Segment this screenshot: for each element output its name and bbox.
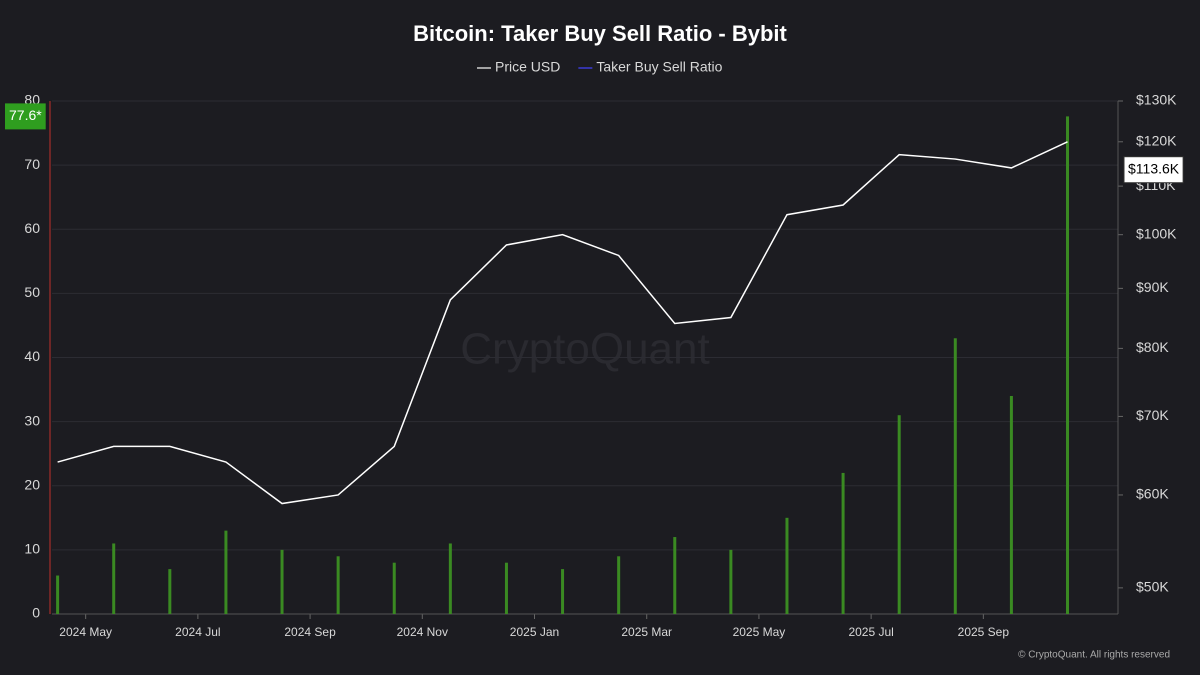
x-tick-label: 2024 Sep [284,625,336,639]
y-tick-label: 0 [32,605,40,621]
value-badge: 77.6* [5,103,46,130]
y-tick-label: 70 [24,156,40,172]
bar [504,562,508,614]
x-tick-label: 2024 May [59,625,112,639]
value-badge: $113.6K [1123,156,1184,184]
bar [280,549,284,614]
chart-title: Bitcoin: Taker Buy Sell Ratio - Bybit [413,21,787,46]
y-tick-label: 10 [24,541,40,557]
bar [897,415,901,614]
x-tick-label: 2025 Jan [510,625,559,639]
bar [224,530,228,614]
x-tick-label: 2024 Nov [397,625,448,639]
bar [336,556,340,614]
footer: © CryptoQuant. All rights reserved [1018,650,1170,661]
bar [168,569,172,614]
x-tick-label: 2024 Jul [175,625,220,639]
legend-label: Price USD [495,59,560,75]
badge-box [1123,156,1184,184]
y2-tick-label: $130K [1136,92,1177,108]
badge-label: 77.6* [9,107,42,123]
y-tick-label: 20 [24,476,40,492]
x-tick-label: 2025 Jul [848,625,893,639]
bar [729,549,733,614]
bar [112,543,116,614]
x-tick-label: 2025 Mar [621,625,672,639]
y2-tick-label: $60K [1136,486,1169,502]
x-tick-label: 2025 May [733,625,786,639]
x-tick-label: 2025 Sep [958,625,1010,639]
bar [448,543,452,614]
bar [617,556,621,614]
y2-tick-label: $90K [1136,279,1169,295]
y-tick-label: 30 [24,412,40,428]
y2-tick-label: $50K [1136,579,1169,595]
bar [953,338,957,614]
bar [841,472,845,614]
y-tick-label: 40 [24,348,40,364]
bar [56,575,60,614]
y2-tick-label: $120K [1136,132,1177,148]
price-line [57,141,1068,505]
bar [392,562,396,614]
bar [673,537,677,614]
bar [785,517,789,614]
bar [561,569,565,614]
y2-tick-label: $80K [1136,339,1169,355]
watermark: CryptoQuant [460,325,709,374]
y2-tick-label: $100K [1136,225,1177,241]
badge-box [5,103,46,130]
badge-label: $113.6K [1128,160,1180,176]
y2-tick-label: $70K [1136,407,1169,423]
legend-label: Taker Buy Sell Ratio [596,59,722,75]
y-tick-label: 50 [24,284,40,300]
bar [1009,395,1013,614]
bar [1066,116,1070,614]
y-tick-label: 60 [24,220,40,236]
